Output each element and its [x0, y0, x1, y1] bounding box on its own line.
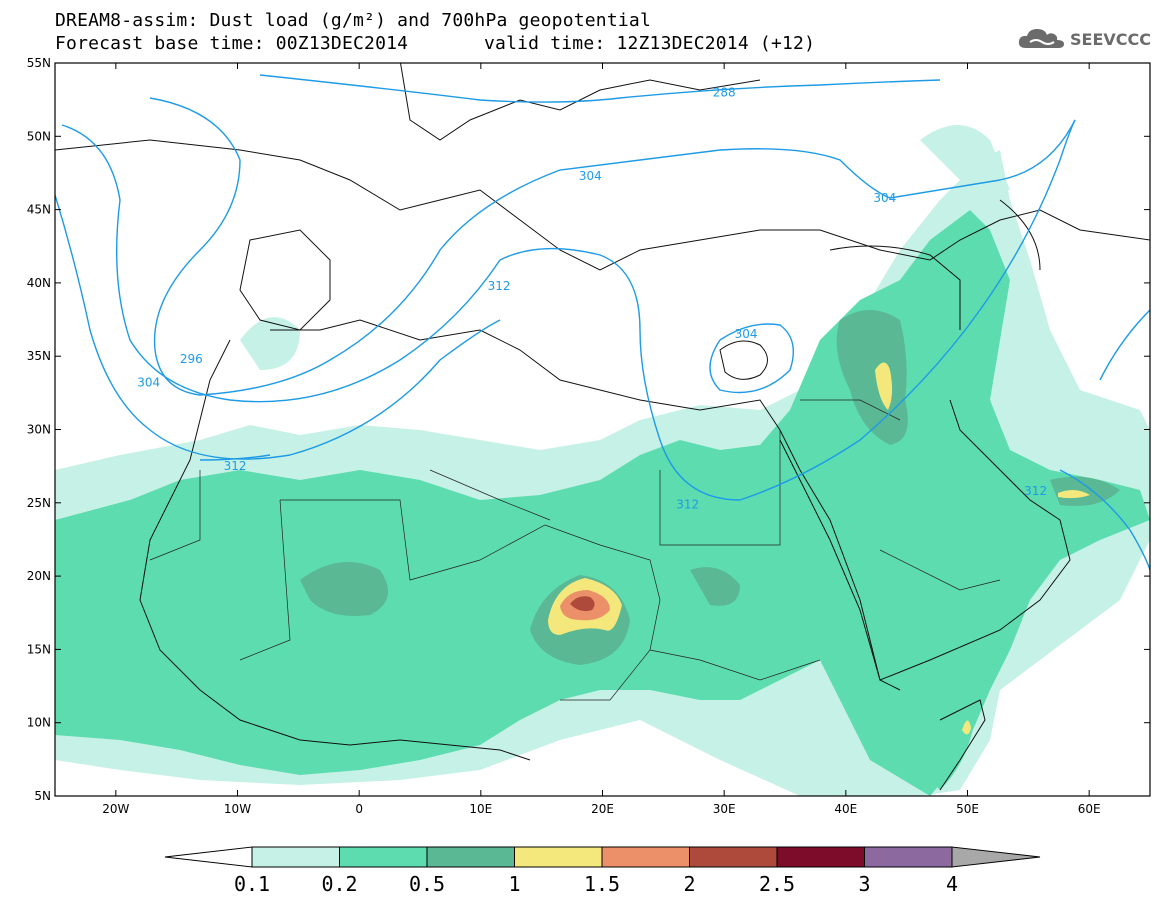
colorbar-over-arrow — [951, 846, 1041, 868]
lat-label: 30N — [27, 423, 51, 437]
contour-label: 312 — [1024, 484, 1047, 498]
colorbar-label: 0.1 — [234, 872, 270, 896]
contour-label: 296 — [180, 352, 203, 366]
lon-label: 20W — [102, 802, 129, 816]
colorbar-segment — [601, 846, 690, 868]
country-borders — [149, 399, 1001, 701]
lon-label: 40E — [834, 802, 857, 816]
colorbar-label: 2.5 — [759, 872, 795, 896]
lon-label: 30E — [713, 802, 736, 816]
contour-label: 312 — [676, 497, 699, 511]
logo-text: SEEVCCC — [1070, 29, 1151, 49]
colorbar-label: 1.5 — [584, 872, 620, 896]
colorbar-label: 4 — [946, 872, 958, 896]
forecast-base-time: Forecast base time: 00Z13DEC2014 — [55, 33, 409, 54]
contour-label: 312 — [224, 459, 247, 473]
colorbar-under-arrow — [164, 846, 253, 868]
lon-label: 0 — [355, 802, 363, 816]
lat-label: 5N — [34, 789, 51, 803]
lat-label: 20N — [27, 569, 51, 583]
colorbar-label: 3 — [858, 872, 870, 896]
lat-label: 45N — [27, 203, 51, 217]
lat-label: 50N — [27, 129, 51, 143]
contour-label: 312 — [488, 279, 511, 293]
dust-shade-2 — [570, 596, 595, 612]
lat-label: 40N — [27, 276, 51, 290]
lat-label: 15N — [27, 642, 51, 656]
colorbar-label: 0.5 — [409, 872, 445, 896]
contour-label: 288 — [713, 85, 736, 99]
lon-label: 20E — [591, 802, 614, 816]
coastlines — [55, 63, 1150, 791]
colorbar-label: 0.2 — [321, 872, 357, 896]
axis-ticks — [55, 62, 1150, 797]
contour-label: 304 — [735, 327, 758, 341]
lon-label: 10E — [469, 802, 492, 816]
map-title: DREAM8-assim: Dust load (g/m²) and 700hP… — [55, 10, 651, 31]
lat-label: 10N — [27, 716, 51, 730]
colorbar-segment — [426, 846, 515, 868]
colorbar-segment — [514, 846, 603, 868]
lon-label: 60E — [1078, 802, 1101, 816]
lon-label: 10W — [224, 802, 251, 816]
contour-label: 304 — [137, 376, 160, 390]
colorbar-segment — [251, 846, 340, 868]
colorbar: 0.1 0.2 0.5 1 1.5 2 2.5 3 4 — [164, 846, 1041, 896]
geopotential-contours — [55, 74, 1150, 571]
valid-time: valid time: 12Z13DEC2014 (+12) — [484, 33, 816, 54]
longitude-labels: 20W 10W 0 10E 20E 30E 40E 50E 60E — [102, 802, 1100, 816]
colorbar-segment — [776, 846, 865, 868]
contour-label: 304 — [579, 169, 602, 183]
colorbar-label: 1 — [508, 872, 520, 896]
contour-label: 304 — [873, 191, 896, 205]
colorbar-segment — [864, 846, 953, 868]
colorbar-segment — [689, 846, 778, 868]
colorbar-label: 2 — [683, 872, 695, 896]
lon-label: 50E — [956, 802, 979, 816]
colorbar-segment — [339, 846, 428, 868]
lat-label: 25N — [27, 496, 51, 510]
seevccc-logo: SEEVCCC — [1016, 26, 1151, 52]
contour-labels: 288 304 304 296 304 312 304 312 312 312 — [137, 85, 1047, 511]
lat-label: 35N — [27, 349, 51, 363]
latitude-labels: 55N 50N 45N 40N 35N 30N 25N 20N 15N 10N 5N — [27, 56, 51, 803]
cloud-icon — [1018, 29, 1064, 48]
lat-label: 55N — [27, 56, 51, 70]
